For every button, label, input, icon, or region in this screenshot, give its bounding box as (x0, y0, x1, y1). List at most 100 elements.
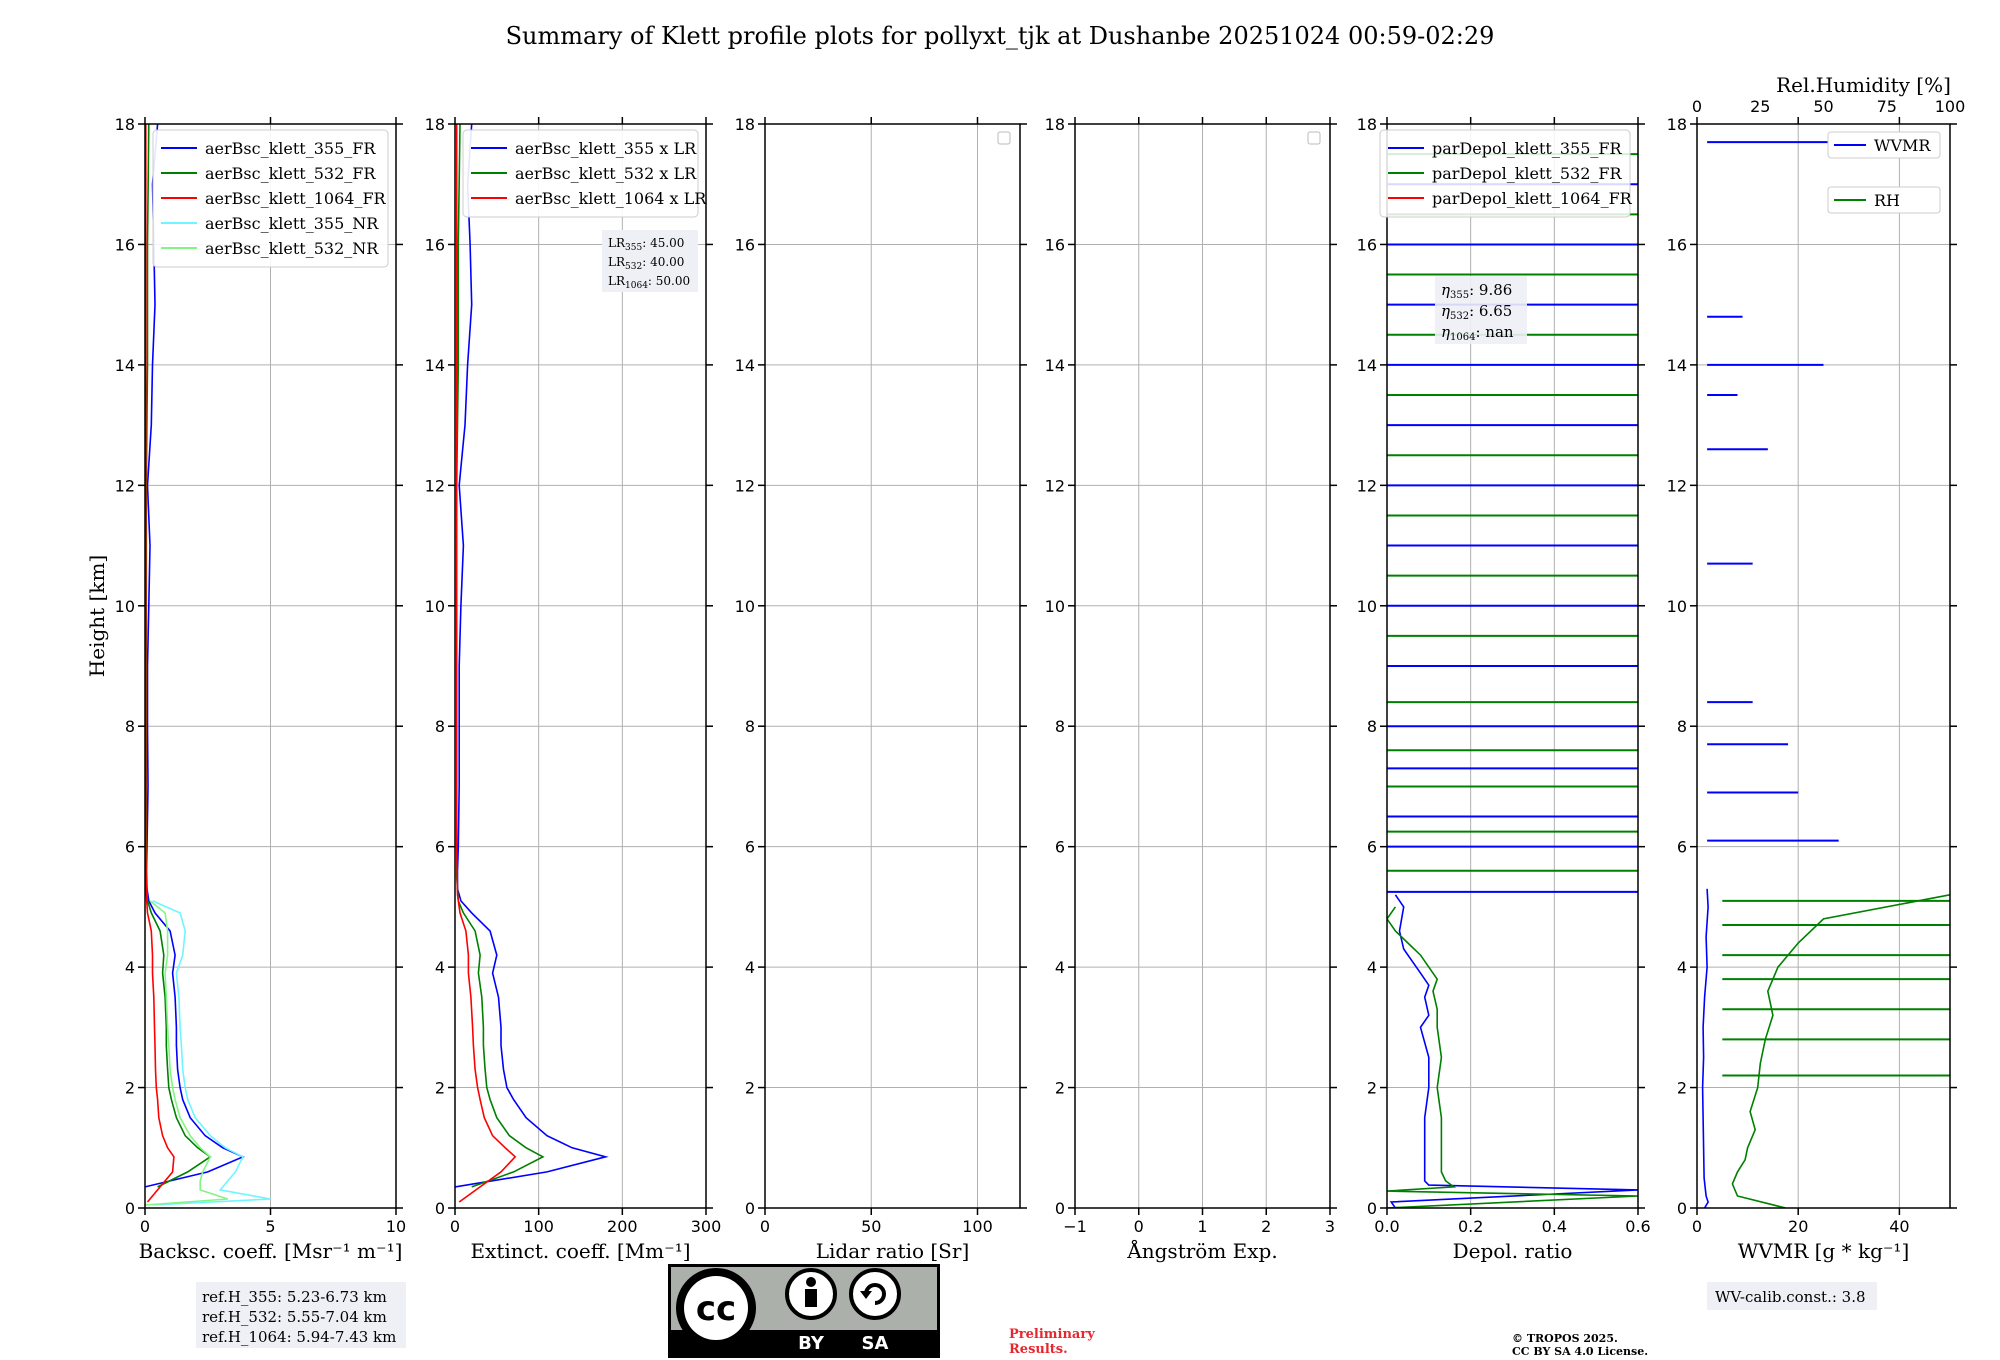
figure-title: Summary of Klett profile plots for polly… (506, 22, 1495, 50)
x-axis-label-lr: Lidar ratio [Sr] (816, 1239, 970, 1263)
legend-label: aerBsc_klett_532 x LR (515, 164, 697, 183)
x-tick-label: 5 (265, 1217, 275, 1236)
y-tick-label: 10 (115, 597, 135, 616)
y-tick-label: 14 (115, 356, 135, 375)
by-person-head (806, 1277, 816, 1287)
x-tick-label: 0.4 (1542, 1217, 1567, 1236)
legend-label: aerBsc_klett_1064_FR (205, 189, 387, 208)
y-tick-label: 10 (1045, 597, 1065, 616)
y-tick-label: 0 (745, 1199, 755, 1218)
y-tick-label: 10 (425, 597, 445, 616)
preliminary-line-1: Preliminary (1009, 1327, 1095, 1342)
y-tick-label: 6 (1677, 838, 1687, 857)
lidar-ratio-1064: LR1064: 50.00 (608, 274, 690, 291)
eta-1064: η1064: nan (1441, 323, 1514, 343)
ref-height-1064: ref.H_1064: 5.94-7.43 km (202, 1328, 396, 1346)
x-tick-label: 50 (861, 1217, 881, 1236)
series-line-aerbsc-klett-355-x-lr (455, 124, 609, 1188)
y-tick-label: 4 (1367, 958, 1377, 977)
legend-label: parDepol_klett_532_FR (1432, 164, 1623, 183)
x-axis-label-ae: Ångström Exp. (1126, 1238, 1277, 1263)
panel-bsc: 0 2 4 6 8 10 12 14 16 18 0 5 10 Backsc. coeff. [Msr⁻¹… (115, 115, 407, 1263)
wv-calib-box (1707, 1282, 1877, 1310)
sa-share-icon (849, 1268, 901, 1320)
legend-box-rh (1827, 186, 1941, 214)
preliminary-line-2: Results. (1009, 1342, 1068, 1357)
x-axis-label-bsc: Backsc. coeff. [Msr⁻¹ m⁻¹] (139, 1239, 403, 1263)
x-tick-label: 10 (386, 1217, 406, 1236)
y-tick-label: 2 (1367, 1079, 1377, 1098)
y-tick-label: 2 (1677, 1079, 1687, 1098)
cc-badge-by-text: BY (798, 1333, 825, 1354)
legend-label: RH (1874, 191, 1900, 210)
series-group (1701, 141, 1950, 1208)
lidar-ratio-box (602, 230, 698, 292)
legend-label: WVMR (1874, 136, 1931, 155)
panel-depol: 0 2 4 6 8 10 12 14 16 18 0.0 0.2 0.4 0.6 Depol. ratio p… (1357, 115, 1651, 1263)
legend-box-wvmr (1827, 131, 1941, 159)
y-tick-label: 4 (745, 958, 755, 977)
eta-box (1435, 276, 1527, 344)
legend-label: aerBsc_klett_1064 x LR (515, 189, 707, 208)
y-tick-label: 0 (1055, 1199, 1065, 1218)
panel-frame (454, 123, 707, 1209)
top-x-tick-label: 100 (1935, 97, 1966, 116)
y-tick-label: 16 (735, 235, 755, 254)
y-tick-label: 12 (735, 476, 755, 495)
y-tick-label: 0 (125, 1199, 135, 1218)
legend-box (462, 129, 699, 218)
series-line-aerbsc-klett-532-nr (145, 900, 229, 1206)
cc-license-badge: cc BY SA (668, 1264, 940, 1358)
legend-label: aerBsc_klett_532_NR (205, 239, 379, 258)
top-x-axis-label: Rel.Humidity [%] (1776, 73, 1951, 97)
y-tick-label: 4 (1055, 958, 1065, 977)
legend-box (1379, 129, 1631, 218)
panel-frame (1696, 123, 1951, 1209)
x-tick-label: 0 (140, 1217, 150, 1236)
x-tick-label: 300 (691, 1217, 722, 1236)
y-tick-label: 12 (1045, 476, 1065, 495)
y-tick-label: 14 (735, 356, 755, 375)
y-tick-label: 16 (115, 235, 135, 254)
x-tick-label: 0 (450, 1217, 460, 1236)
series-group (455, 124, 609, 1203)
copyright-line-1: © TROPOS 2025. (1512, 1332, 1618, 1345)
series-line-aerbsc-klett-355-nr (152, 900, 271, 1206)
by-person-body (805, 1289, 817, 1307)
y-tick-label: 14 (425, 356, 445, 375)
y-tick-label: 4 (1677, 958, 1687, 977)
y-tick-label: 6 (1367, 838, 1377, 857)
lidar-ratio-532: LR532: 40.00 (608, 255, 684, 272)
y-tick-label: 6 (745, 838, 755, 857)
y-tick-label: 16 (1667, 235, 1687, 254)
series-line-wvmr (1701, 888, 1709, 1208)
x-tick-label: 2 (1261, 1217, 1271, 1236)
y-tick-label: 8 (745, 717, 755, 736)
panel-frame (764, 123, 1021, 1209)
series-line-aerbsc-klett-355-fr (145, 124, 245, 1188)
y-tick-label: 2 (125, 1079, 135, 1098)
y-tick-label: 2 (435, 1079, 445, 1098)
y-tick-label: 14 (1357, 356, 1377, 375)
ref-heights-background (196, 1282, 406, 1348)
copyright-line-2: CC BY SA 4.0 License. (1512, 1345, 1648, 1358)
y-tick-label: 8 (435, 717, 445, 736)
top-x-tick-label: 0 (1692, 97, 1702, 116)
y-axis-label: Height [km] (85, 555, 109, 677)
y-tick-label: 16 (1045, 235, 1065, 254)
empty-legend-box (997, 131, 1011, 145)
y-tick-label: 2 (745, 1079, 755, 1098)
top-x-tick-label: 25 (1750, 97, 1770, 116)
y-tick-label: 16 (1357, 235, 1377, 254)
cc-badge-cc-text: cc (696, 1289, 736, 1329)
y-tick-label: 14 (1045, 356, 1065, 375)
legend-label: parDepol_klett_355_FR (1432, 139, 1623, 158)
y-tick-label: 18 (735, 115, 755, 134)
y-tick-label: 0 (1677, 1199, 1687, 1218)
lidar-ratio-355: LR355: 45.00 (608, 236, 684, 253)
y-tick-label: 18 (425, 115, 445, 134)
y-tick-label: 4 (435, 958, 445, 977)
ref-heights-box: ref.H_355: 5.23-6.73 km ref.H_532: 5.55-… (196, 1282, 406, 1348)
x-tick-label: 100 (523, 1217, 554, 1236)
